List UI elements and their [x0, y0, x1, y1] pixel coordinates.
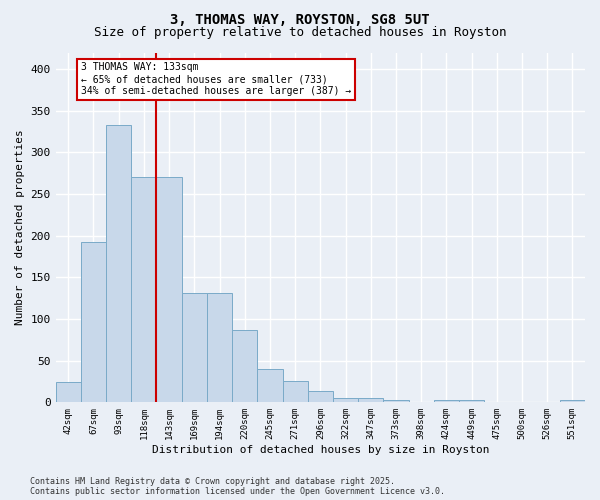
Y-axis label: Number of detached properties: Number of detached properties — [15, 130, 25, 326]
Text: 3, THOMAS WAY, ROYSTON, SG8 5UT: 3, THOMAS WAY, ROYSTON, SG8 5UT — [170, 12, 430, 26]
Bar — [157, 178, 182, 402]
Bar — [56, 382, 81, 402]
Bar — [207, 293, 232, 403]
Bar — [182, 293, 207, 403]
Bar — [560, 400, 585, 402]
Bar — [434, 400, 459, 402]
Text: 3 THOMAS WAY: 133sqm
← 65% of detached houses are smaller (733)
34% of semi-deta: 3 THOMAS WAY: 133sqm ← 65% of detached h… — [81, 62, 351, 96]
Bar — [131, 178, 157, 402]
Bar — [308, 390, 333, 402]
Bar — [358, 398, 383, 402]
Bar — [283, 380, 308, 402]
Bar — [257, 369, 283, 402]
Bar — [232, 330, 257, 402]
Bar — [106, 125, 131, 402]
Bar — [81, 242, 106, 402]
Bar — [459, 400, 484, 402]
X-axis label: Distribution of detached houses by size in Royston: Distribution of detached houses by size … — [152, 445, 489, 455]
Bar — [383, 400, 409, 402]
Text: Size of property relative to detached houses in Royston: Size of property relative to detached ho… — [94, 26, 506, 39]
Bar — [333, 398, 358, 402]
Text: Contains HM Land Registry data © Crown copyright and database right 2025.
Contai: Contains HM Land Registry data © Crown c… — [30, 476, 445, 496]
